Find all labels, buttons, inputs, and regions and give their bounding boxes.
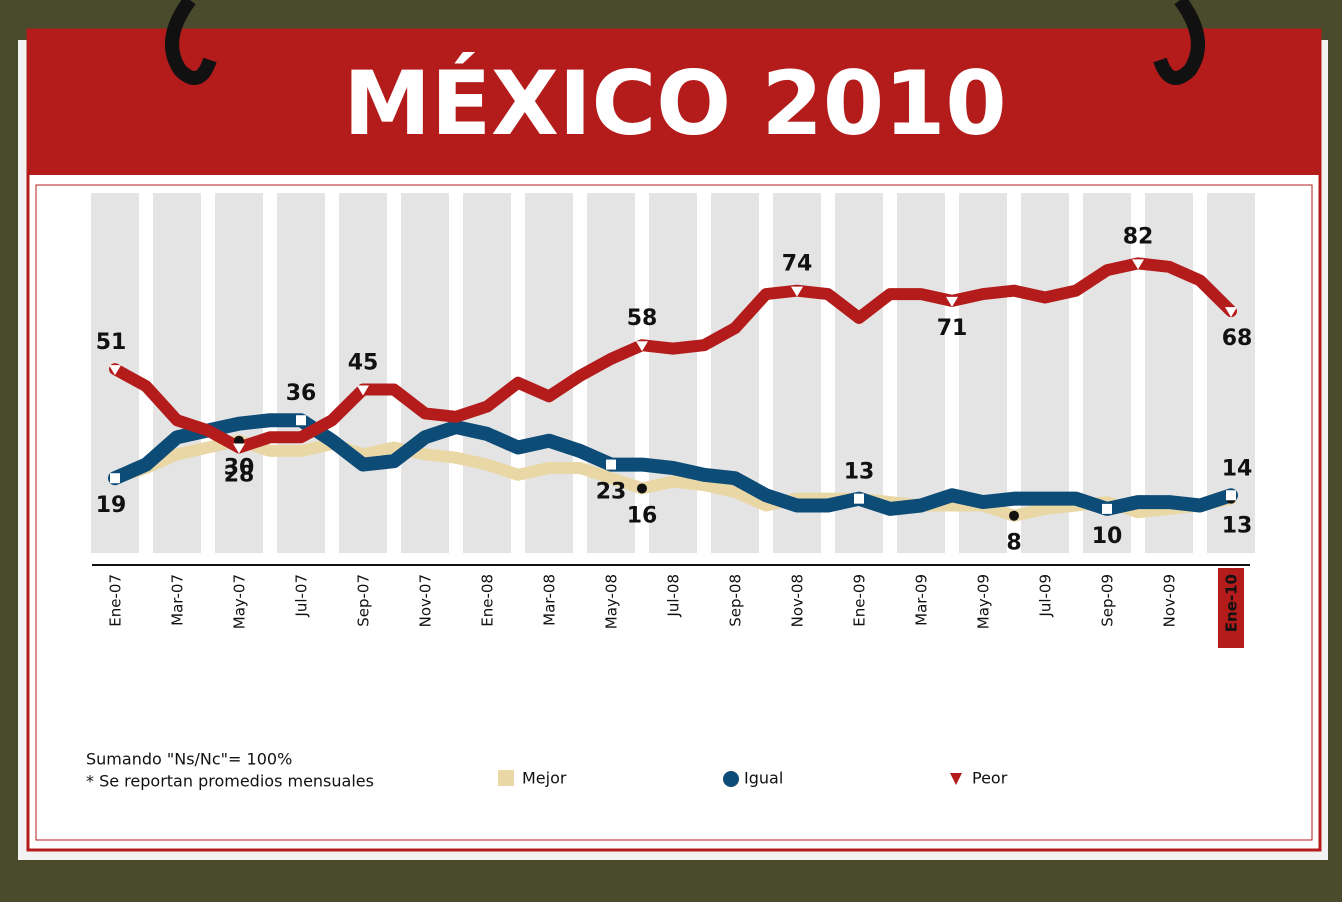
legend-label: Peor [972, 769, 1008, 788]
highlight-box [1218, 568, 1244, 648]
point-marker [946, 296, 958, 307]
ring [165, 0, 217, 85]
data-label: 13 [1222, 514, 1253, 539]
point-marker [636, 341, 648, 352]
column-band [401, 193, 449, 553]
x-tick-label: Jul-09 [1037, 574, 1055, 618]
point-marker [1102, 503, 1112, 514]
data-label: 74 [782, 252, 813, 277]
data-label: 82 [1123, 224, 1154, 249]
point-marker [1225, 307, 1237, 318]
data-label: 19 [96, 493, 127, 518]
data-label: 36 [286, 381, 317, 406]
legend-label: Mejor [522, 769, 567, 788]
point-marker [637, 483, 647, 494]
legend-swatch [723, 771, 739, 787]
point-marker [1132, 259, 1144, 270]
data-label: 51 [96, 330, 127, 355]
data-label: 68 [1222, 326, 1253, 351]
line [109, 257, 1237, 454]
note: * Se reportan promedios mensuales [86, 772, 374, 791]
point-marker [296, 415, 306, 426]
x-tick-label: Ene-08 [479, 574, 497, 627]
column-band [339, 193, 387, 553]
x-tick-label: Sep-07 [355, 574, 373, 627]
column-band [525, 193, 573, 553]
column-band [649, 193, 697, 553]
data-label: 71 [937, 316, 968, 341]
column-band [215, 193, 263, 553]
x-tick-label: Mar-08 [541, 574, 559, 626]
data-label: 58 [627, 306, 658, 331]
x-tick-label: May-07 [231, 574, 249, 629]
x-tick-label: Ene-09 [851, 574, 869, 627]
column-band [277, 193, 325, 553]
point-marker [233, 443, 245, 454]
page-border [35, 184, 1313, 841]
x-tick-label: May-08 [603, 574, 621, 629]
data-label: 8 [1006, 531, 1021, 556]
data-label: 45 [348, 351, 379, 376]
point-marker [357, 385, 369, 396]
x-tick-label: Ene-07 [107, 574, 125, 627]
legend-swatch [498, 770, 514, 786]
column-band [1083, 193, 1131, 553]
point-marker [234, 435, 244, 446]
x-tick-label: Mar-07 [169, 574, 187, 626]
data-label: 23 [596, 480, 627, 505]
x-tick-label: Nov-07 [417, 574, 435, 627]
x-tick-label: Sep-09 [1099, 574, 1117, 627]
line [109, 434, 1237, 522]
x-tick-label: Jul-08 [665, 574, 683, 618]
point-marker [110, 473, 120, 484]
data-label: 16 [627, 503, 658, 528]
chart-title: MÉXICO 2010 [343, 52, 1006, 155]
x-tick-label: Nov-09 [1161, 574, 1179, 627]
column-band [153, 193, 201, 553]
data-label: 14 [1222, 456, 1253, 481]
data-label: 28 [224, 463, 255, 488]
data-label: 30 [224, 456, 255, 481]
note: Sumando "Ns/Nc"= 100% [86, 750, 292, 769]
legend-label: Igual [744, 769, 783, 788]
point-marker [606, 459, 616, 470]
point-marker [1009, 510, 1019, 521]
calendar-header [28, 30, 1320, 175]
data-label: 13 [844, 460, 875, 485]
point-marker [854, 493, 864, 504]
data-label: 10 [1092, 524, 1123, 549]
x-tick-label: May-09 [975, 574, 993, 629]
ring [1153, 0, 1205, 85]
point-marker [1226, 490, 1236, 501]
x-tick-label: Mar-09 [913, 574, 931, 626]
x-tick-label: Nov-08 [789, 574, 807, 627]
column-band [463, 193, 511, 553]
point-marker [109, 365, 121, 376]
legend-swatch [950, 773, 962, 785]
column-band [1145, 193, 1193, 553]
x-tick-label: Ene-10 [1223, 574, 1241, 632]
point-marker [791, 286, 803, 297]
x-tick-label: Jul-07 [293, 574, 311, 618]
x-tick-label: Sep-08 [727, 574, 745, 627]
